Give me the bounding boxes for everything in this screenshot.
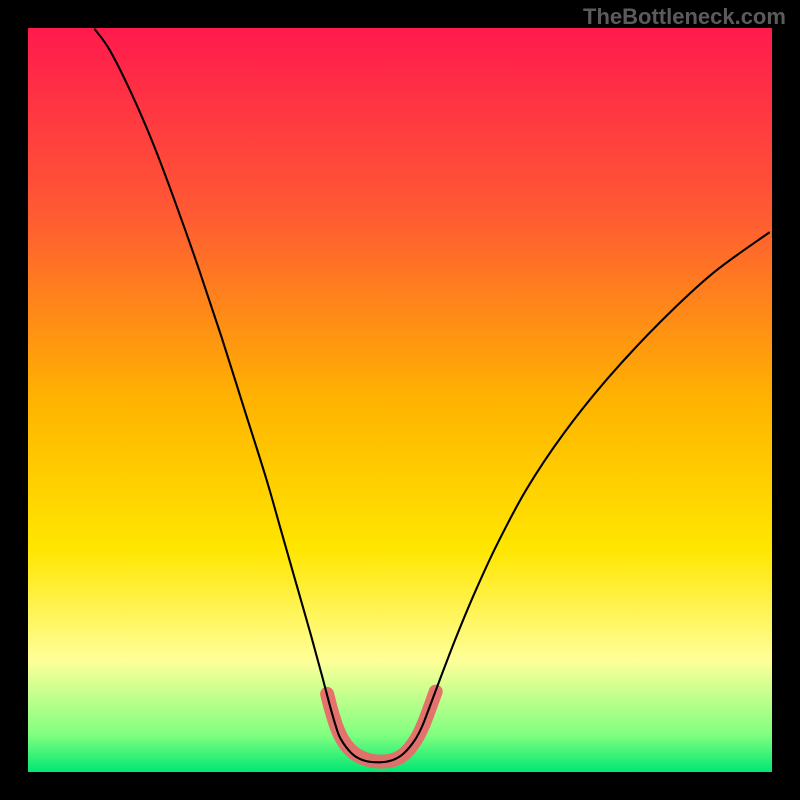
watermark-text: TheBottleneck.com [583,4,786,30]
plot-area [28,28,772,772]
chart-canvas: TheBottleneck.com [0,0,800,800]
